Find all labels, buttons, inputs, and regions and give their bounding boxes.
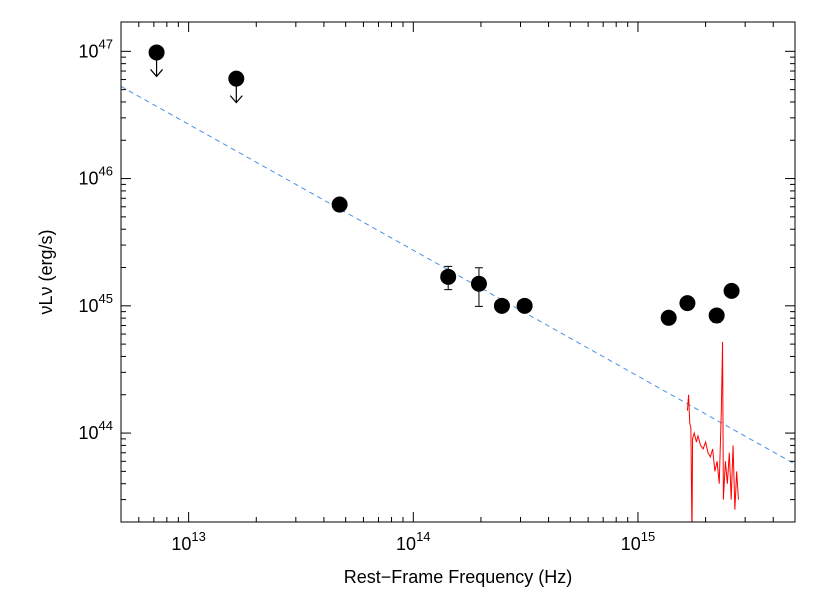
data-point	[228, 70, 245, 87]
data-point	[440, 268, 457, 285]
x-tick-label: 1013	[171, 529, 206, 554]
data-point	[679, 295, 696, 312]
spectrum	[686, 341, 739, 522]
plot-area	[121, 44, 795, 522]
y-axis-label: νLν (erg/s)	[36, 229, 56, 314]
data-point	[723, 282, 740, 299]
data-point	[470, 275, 487, 292]
y-tick-label: 1045	[79, 291, 114, 316]
data-point	[331, 196, 348, 213]
y-tick-label: 1047	[79, 36, 114, 61]
data-point	[148, 44, 165, 61]
axes-frame	[120, 21, 796, 523]
y-tick-label: 1046	[79, 164, 114, 189]
y-tick-label: 1044	[79, 418, 114, 443]
x-tick-label: 1014	[396, 529, 431, 554]
data-point	[660, 309, 677, 326]
x-tick-label: 1015	[621, 529, 656, 554]
data-point	[516, 297, 533, 314]
fit-line	[121, 85, 795, 465]
x-axis-label: Rest−Frame Frequency (Hz)	[344, 567, 573, 587]
data-point	[493, 297, 510, 314]
data-point	[708, 307, 725, 324]
